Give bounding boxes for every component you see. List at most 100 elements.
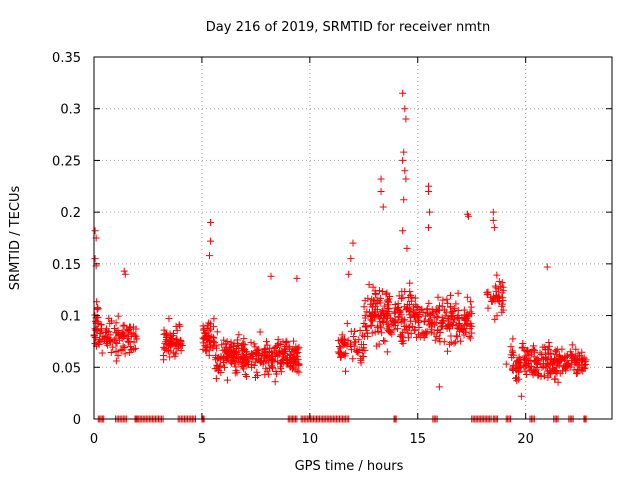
data-point (276, 347, 284, 355)
data-point (112, 347, 120, 355)
data-point (376, 318, 384, 326)
data-point (376, 311, 384, 319)
data-point (349, 332, 357, 340)
data-point (166, 336, 174, 344)
data-point (175, 321, 183, 329)
data-point (508, 354, 516, 362)
data-point (574, 350, 582, 358)
data-point (582, 356, 590, 364)
data-point (484, 290, 492, 298)
data-point (228, 352, 236, 360)
data-point (446, 303, 454, 311)
data-point (261, 347, 269, 355)
x-tick-label: 0 (90, 432, 98, 447)
data-point (491, 282, 499, 290)
data-point (441, 312, 449, 320)
data-point (213, 328, 221, 336)
data-point (241, 354, 249, 362)
y-axis-label: SRMTID / TECUs (8, 186, 23, 291)
data-point (572, 345, 580, 353)
data-point (447, 291, 455, 299)
y-tick-label: 0.35 (52, 51, 81, 66)
data-point (435, 383, 443, 391)
data-point (405, 304, 413, 312)
data-point (406, 288, 414, 296)
data-point (106, 319, 114, 327)
data-point (126, 324, 134, 332)
data-point (119, 330, 127, 338)
data-point (345, 270, 353, 278)
data-point (117, 346, 125, 354)
data-point (219, 346, 227, 354)
data-point (286, 362, 294, 370)
data-point (98, 349, 106, 357)
data-point (293, 274, 301, 282)
data-point (455, 320, 463, 328)
data-point (531, 346, 539, 354)
data-point (468, 329, 476, 337)
data-point (464, 212, 472, 220)
data-point (388, 330, 396, 338)
data-point (255, 345, 263, 353)
data-point (342, 367, 350, 375)
data-point (205, 332, 213, 340)
data-point (368, 317, 376, 325)
data-point (279, 348, 287, 356)
data-point (558, 356, 566, 364)
data-point (383, 318, 391, 326)
data-point (462, 316, 470, 324)
data-point (243, 348, 251, 356)
data-point (483, 288, 491, 296)
data-point (102, 339, 110, 347)
data-point (213, 364, 221, 372)
data-point (398, 337, 406, 345)
data-point (369, 283, 377, 291)
data-point (385, 295, 393, 303)
data-point (377, 187, 385, 195)
data-point (381, 337, 389, 345)
data-point (521, 359, 529, 367)
data-point (420, 330, 428, 338)
data-point (369, 308, 377, 316)
data-point (114, 352, 122, 360)
data-point (513, 364, 521, 372)
data-point (390, 309, 398, 317)
data-point (229, 342, 237, 350)
data-point (439, 296, 447, 304)
data-point (267, 272, 275, 280)
data-point (212, 344, 220, 352)
data-point (454, 314, 462, 322)
data-point (167, 332, 175, 340)
data-point (112, 339, 120, 347)
data-points (90, 89, 590, 423)
data-point (277, 365, 285, 373)
data-point (399, 294, 407, 302)
data-point (547, 367, 555, 375)
data-point (413, 302, 421, 310)
data-point (176, 341, 184, 349)
data-point (199, 334, 207, 342)
data-point (526, 366, 534, 374)
data-point (383, 325, 391, 333)
data-point (395, 292, 403, 300)
data-point (118, 335, 126, 343)
data-point (360, 303, 368, 311)
data-point (244, 360, 252, 368)
data-point (231, 360, 239, 368)
data-point (247, 338, 255, 346)
data-point (346, 340, 354, 348)
y-tick-label: 0 (73, 413, 81, 428)
data-point (353, 347, 361, 355)
data-point (374, 327, 382, 335)
data-point (493, 312, 501, 320)
data-point (340, 339, 348, 347)
data-point (547, 349, 555, 357)
data-point (390, 326, 398, 334)
data-point (293, 349, 301, 357)
data-point (250, 361, 258, 369)
data-point (130, 323, 138, 331)
data-point (502, 360, 510, 368)
data-point (382, 290, 390, 298)
data-point (220, 336, 228, 344)
